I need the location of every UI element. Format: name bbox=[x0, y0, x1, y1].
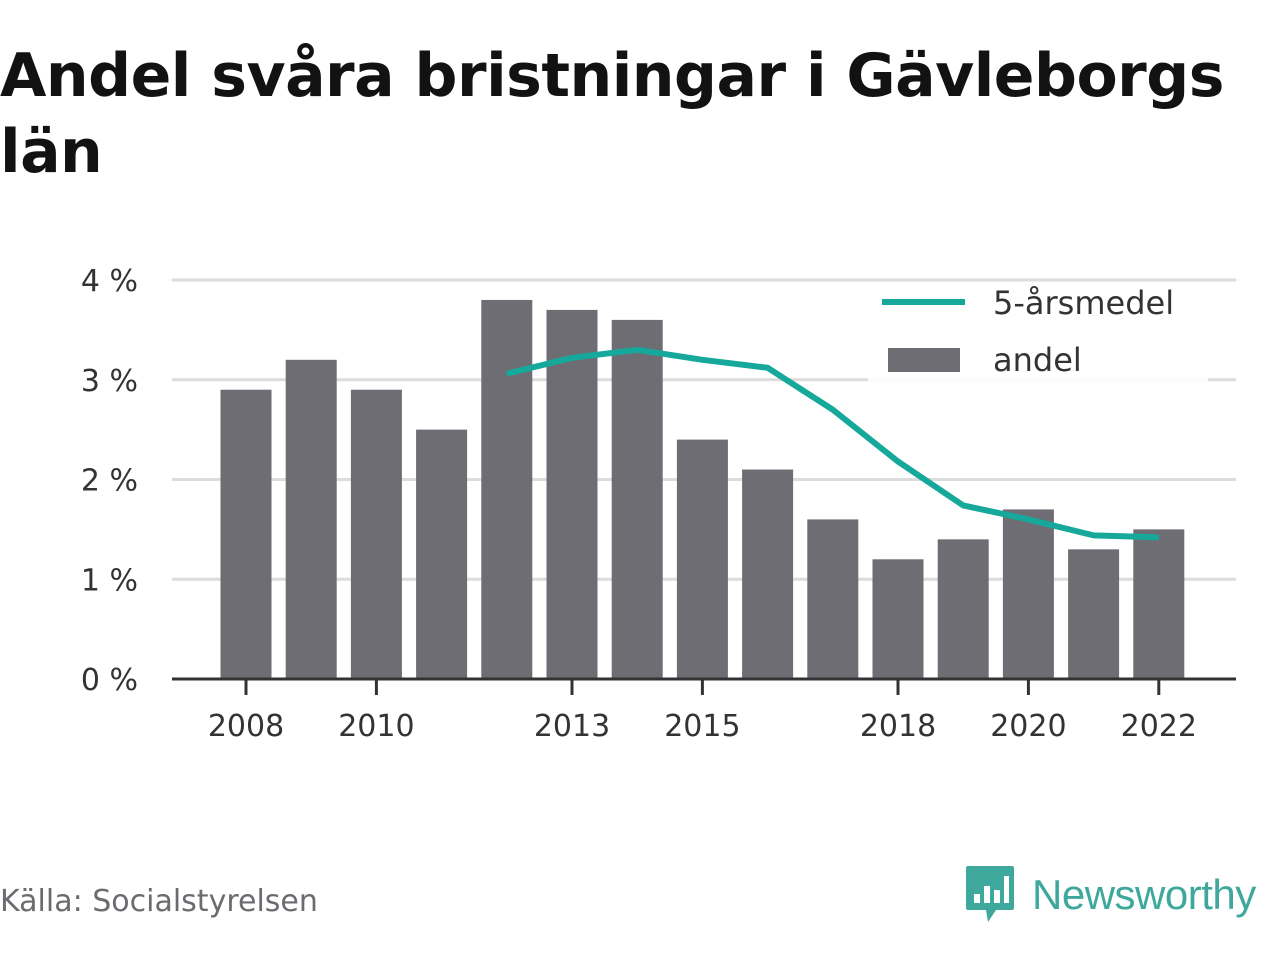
x-tick-label: 2008 bbox=[208, 709, 284, 744]
legend-label-andel: andel bbox=[993, 341, 1082, 379]
y-tick-label: 0 % bbox=[81, 663, 138, 698]
line-series bbox=[506, 346, 1159, 541]
bar-2015 bbox=[676, 439, 728, 679]
bar-2019 bbox=[937, 539, 989, 679]
y-tick-label: 1 % bbox=[81, 563, 138, 598]
bar-2008 bbox=[220, 389, 272, 679]
bar-2013 bbox=[546, 309, 598, 679]
bar-2020 bbox=[1002, 509, 1054, 679]
y-tick-label: 3 % bbox=[81, 364, 138, 399]
x-tick-label: 2015 bbox=[664, 709, 740, 744]
legend-label-5-arsmedel: 5-årsmedel bbox=[993, 284, 1174, 322]
legend: 5-årsmedel andel bbox=[868, 282, 1208, 382]
bar-2016 bbox=[742, 469, 794, 679]
y-tick-label: 2 % bbox=[81, 464, 138, 499]
bar-2022 bbox=[1133, 529, 1185, 679]
x-tick-label: 2020 bbox=[990, 709, 1066, 744]
bar-2017 bbox=[807, 519, 859, 679]
y-tick-label: 4 % bbox=[81, 264, 138, 299]
x-tick-label: 2018 bbox=[860, 709, 936, 744]
chart-title: Andel svåra bristningar i Gävleborgs län bbox=[0, 41, 1224, 187]
x-tick-label: 2013 bbox=[534, 709, 610, 744]
newsworthy-logo-icon bbox=[966, 866, 1014, 922]
line-5-arsmedel bbox=[506, 346, 1159, 541]
legend-bar-swatch bbox=[888, 348, 960, 372]
bar-2014 bbox=[611, 319, 663, 679]
bar-2021 bbox=[1068, 549, 1120, 679]
chart: 0 % 1 % 2 % 3 % 4 % 2008 2010 2013 2015 2018 2020 2… bbox=[81, 264, 1236, 744]
bars bbox=[220, 299, 1185, 679]
x-tick-label: 2010 bbox=[338, 709, 414, 744]
bar-2010 bbox=[350, 389, 402, 679]
brand-logo: Newsworthy bbox=[964, 864, 1256, 926]
brand-name: Newsworthy bbox=[1032, 871, 1256, 918]
bar-2018 bbox=[872, 559, 924, 679]
bar-2011 bbox=[416, 429, 468, 679]
source-note: Källa: Socialstyrelsen bbox=[0, 884, 318, 919]
bar-2012 bbox=[481, 299, 533, 679]
bar-2009 bbox=[285, 359, 337, 679]
x-tick-label: 2022 bbox=[1121, 709, 1197, 744]
axes: 0 % 1 % 2 % 3 % 4 % 2008 2010 2013 2015 2018 2020 2… bbox=[81, 264, 1236, 744]
